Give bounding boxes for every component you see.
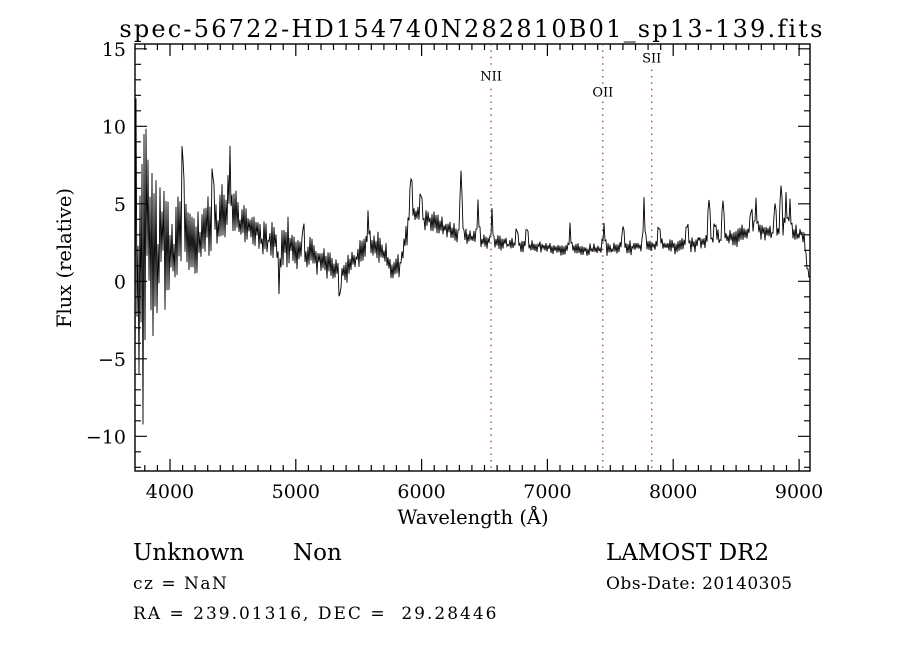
figure-title: spec-56722-HD154740N282810B01_sp13-139.f… bbox=[119, 15, 824, 43]
tick-label: 4000 bbox=[146, 481, 194, 503]
tick-label: 7000 bbox=[523, 481, 571, 503]
axis-ticks bbox=[135, 44, 810, 471]
tick-label: 9000 bbox=[775, 481, 823, 503]
y-axis-title: Flux (relative) bbox=[53, 188, 76, 328]
tick-label: −10 bbox=[86, 426, 126, 448]
tick-label: 5000 bbox=[272, 481, 320, 503]
x-axis-title: Wavelength (Å) bbox=[397, 504, 548, 529]
spectral-line-label-bg bbox=[587, 84, 618, 100]
spectral-line-label-sii: SII bbox=[642, 52, 661, 67]
tick-label: 10 bbox=[102, 116, 126, 138]
tick-labels: 4000 5000 6000 7000 8000 9000 −10 −5 0 5 10 15 bbox=[86, 39, 823, 503]
cz-value-text: cz = NaN bbox=[133, 574, 228, 594]
spectral-line-label-oii: OII bbox=[592, 86, 613, 101]
object-subclass-label: Non bbox=[293, 540, 342, 566]
survey-release-label: LAMOST DR2 bbox=[606, 540, 769, 566]
tick-label: 6000 bbox=[397, 481, 445, 503]
spectral-line-label-bg bbox=[476, 68, 507, 84]
plot-frame bbox=[134, 43, 811, 472]
tick-label: 5 bbox=[114, 194, 126, 216]
ra-dec-text: RA = 239.01316, DEC = 29.28446 bbox=[133, 604, 499, 624]
spectral-line-label-bg bbox=[636, 50, 667, 66]
spectral-line-label-nii: NII bbox=[480, 70, 502, 85]
tick-label: 15 bbox=[102, 39, 126, 61]
tick-label: −5 bbox=[98, 349, 126, 371]
obs-date-text: Obs-Date: 20140305 bbox=[606, 574, 793, 594]
tick-label: 0 bbox=[114, 271, 126, 293]
spectrum-trace bbox=[135, 98, 810, 425]
spectral-line-markers: NII OII SII bbox=[476, 44, 667, 471]
object-class-label: Unknown bbox=[133, 540, 244, 566]
tick-label: 8000 bbox=[649, 481, 697, 503]
